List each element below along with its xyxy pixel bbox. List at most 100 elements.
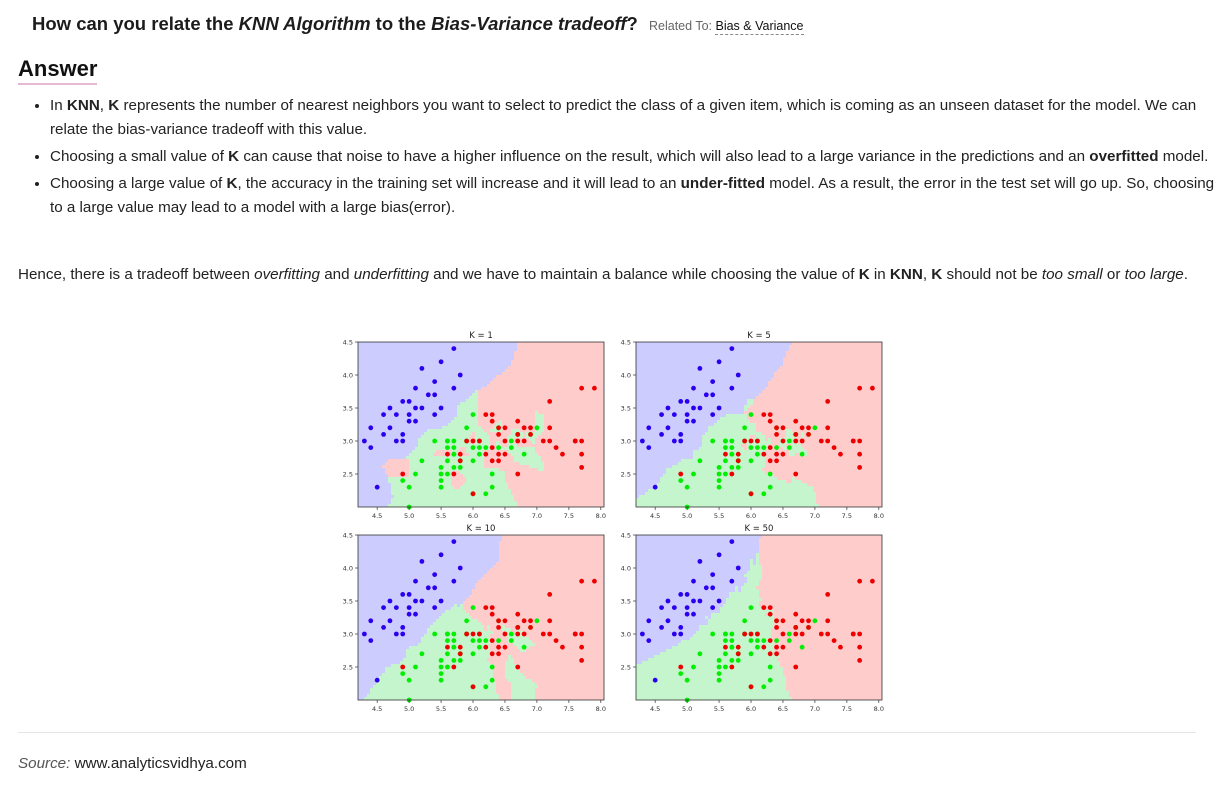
region-cell [358,580,479,584]
region-cell [493,640,509,644]
region-cell [358,462,386,466]
region-cell [636,667,784,671]
region-cell [738,589,742,593]
region-cell [391,483,452,487]
region-cell [505,474,604,478]
data-point-red [857,465,863,470]
region-cell [511,691,536,695]
data-point-red [767,418,773,424]
region-cell [367,694,500,698]
region-cell [765,465,882,469]
region-cell [391,486,455,490]
region-cell [520,649,527,653]
y-tick-label: 4.0 [621,371,631,379]
y-tick-label: 3.5 [343,404,353,412]
region-cell [759,553,882,557]
region-cell [747,577,763,581]
data-point-red [857,578,863,584]
region-cell [720,607,763,611]
data-point-blue [684,418,690,424]
region-cell [759,595,882,599]
x-tick-label: 6.0 [746,512,756,520]
x-tick-label: 8.0 [874,512,884,520]
text: model. As a result, the error in the tes… [765,175,1216,192]
data-point-red [850,631,856,637]
region-cell [514,459,542,463]
data-point-blue [671,605,677,610]
data-point-green [400,478,406,483]
region-cell [744,447,748,451]
data-point-green [438,658,444,663]
region-cell [487,658,509,662]
region-cell [481,387,604,391]
region-cell [792,429,882,433]
region-cell [481,426,494,430]
region-cell [454,486,461,490]
region-cell [774,646,882,650]
x-tick-label: 5.5 [436,705,446,713]
region-cell [774,643,882,647]
data-point-red [767,611,773,617]
region-cell [708,622,775,626]
region-cell [514,351,604,355]
data-point-red [774,618,779,624]
text: represents the number of nearest neighbo… [50,97,1197,138]
region-cell [517,342,604,346]
data-point-blue [387,425,393,431]
x-tick-label: 5.5 [714,705,724,713]
region-cell [636,625,700,629]
data-point-red [831,638,837,643]
region-cell [430,625,485,629]
data-point-green [438,465,444,470]
data-point-blue [381,605,386,610]
data-point-green [761,684,767,690]
data-point-blue [374,677,380,683]
region-cell [451,607,464,611]
region-cell [762,390,882,394]
data-point-green [464,425,470,431]
data-point-blue [451,346,457,351]
data-point-blue [691,598,696,604]
region-cell [478,396,604,400]
region-cell [358,586,476,590]
region-cell [478,580,604,584]
region-cell [505,673,524,677]
region-cell [358,577,482,581]
data-point-green [445,651,450,657]
region-cell [678,643,775,647]
data-point-blue [368,638,374,643]
region-cell [508,366,604,370]
region-cell [771,637,882,641]
region-cell [535,429,545,433]
knn-panel-1: K = 1 4.5 5.0 5.5 6.0 6.5 7.0 7.5 8.0 2.5 3.0 3.5 4.… [343,331,606,520]
related-topic-link[interactable]: Bias & Variance [715,19,804,35]
region-cell [514,643,536,647]
region-cell [535,643,604,647]
region-cell [747,580,760,584]
region-cell [729,595,760,599]
y-tick-label: 2.5 [621,470,631,478]
x-tick-label: 4.5 [372,512,382,520]
data-point-blue [710,392,716,398]
data-point-green [496,445,501,450]
data-point-green [716,671,722,676]
region-cell [481,622,604,626]
data-point-blue [716,359,722,365]
data-point-red [748,438,754,444]
region-cell [538,411,604,415]
region-cell [394,495,515,499]
region-cell [807,483,882,487]
region-cell [636,559,751,563]
region-cell [358,631,428,635]
data-point-red [547,399,553,404]
region-cell [484,465,530,469]
data-point-blue [678,399,684,404]
data-point-green [723,445,728,450]
region-cell [747,399,754,403]
region-cell [490,634,506,638]
data-point-red [857,451,863,457]
region-cell [759,601,882,605]
data-point-red [579,631,585,637]
region-cell [418,438,470,442]
region-cell [451,480,467,484]
